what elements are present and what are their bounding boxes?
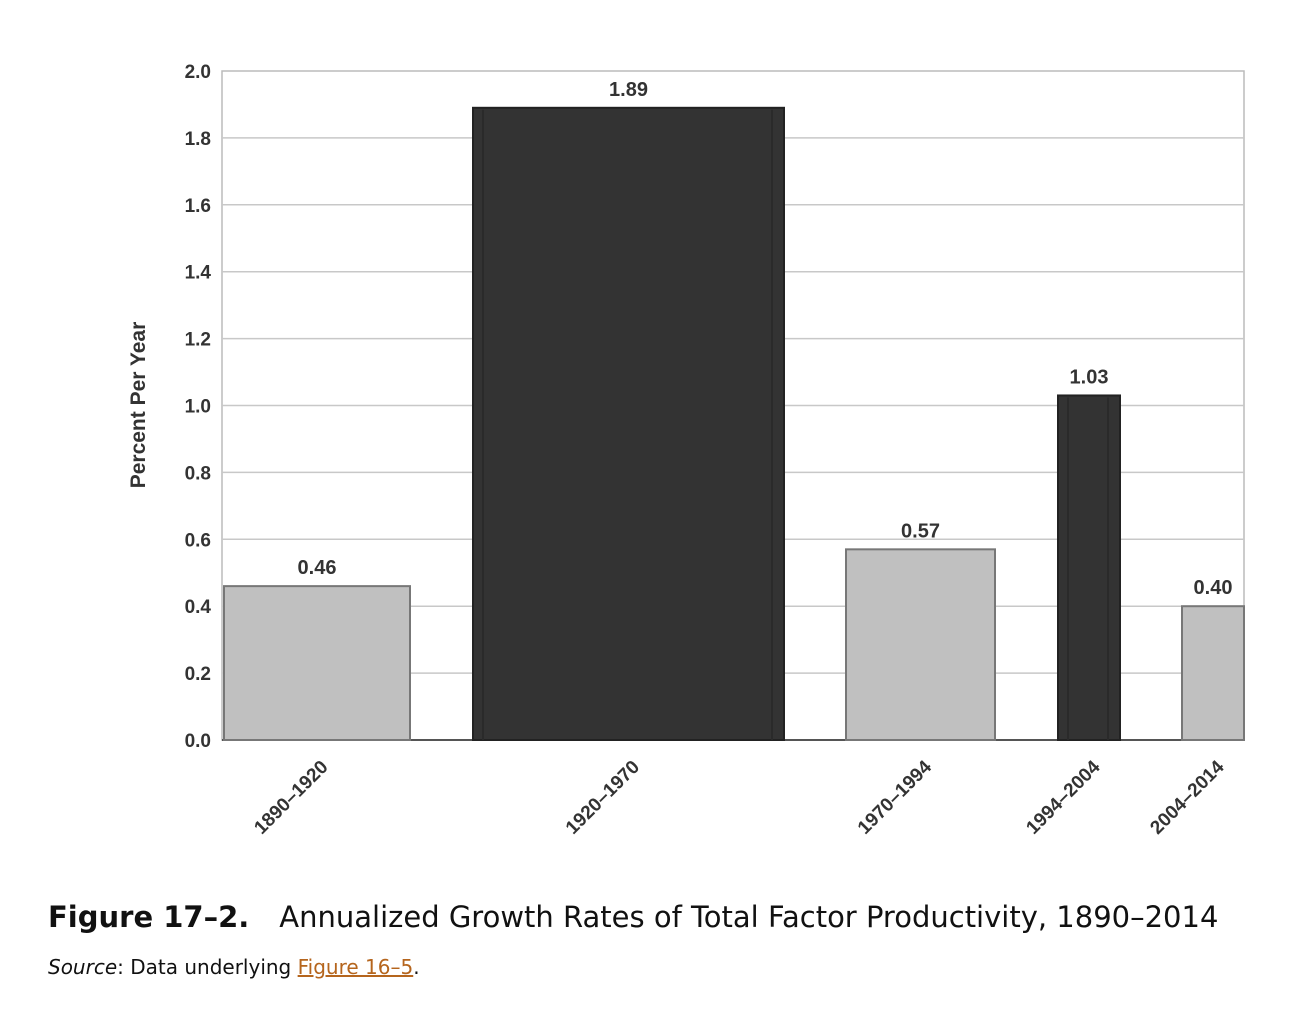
- figure-link[interactable]: Figure 16–5: [297, 955, 414, 979]
- y-tick-label: 0.0: [185, 731, 211, 752]
- bar: [223, 585, 411, 741]
- x-tick-label: 1994–2004: [1022, 756, 1104, 838]
- y-tick-label: 0.6: [185, 530, 211, 551]
- x-tick-label: 1970–1994: [854, 756, 936, 838]
- bar: [845, 548, 996, 742]
- source-separator: :: [117, 955, 124, 979]
- y-axis-ticks: 0.0 0.2 0.4 0.6 0.8 1.0 1.2 1.4 1.6 1.8 2.0: [185, 62, 212, 752]
- data-label: 1.03: [1070, 366, 1109, 388]
- y-tick-label: 2.0: [185, 62, 211, 83]
- source-label: Source: [48, 955, 118, 979]
- figure-number: Figure 17–2.: [48, 900, 250, 934]
- x-tick-label: 1890–1920: [250, 757, 332, 839]
- source-text: Data underlying: [123, 955, 298, 979]
- x-tick-label: 1920–1970: [562, 757, 644, 839]
- bar: [1181, 605, 1245, 742]
- y-axis-label: Percent Per Year: [127, 322, 150, 489]
- y-tick-label: 0.2: [185, 664, 211, 685]
- bars: [223, 106, 1245, 742]
- y-tick-label: 0.8: [185, 463, 211, 484]
- data-labels: 0.46 1.89 0.57 1.03 0.40: [298, 79, 1233, 599]
- y-tick-label: 1.2: [185, 330, 211, 351]
- source-end: .: [413, 955, 420, 979]
- data-label: 0.40: [1194, 577, 1233, 599]
- figure-caption: Figure 17–2. Annualized Growth Rates of T…: [48, 900, 1218, 934]
- y-tick-label: 1.0: [185, 397, 211, 418]
- y-tick-label: 1.8: [185, 129, 211, 150]
- x-axis-ticks: 1890–1920 1920–1970 1970–1994 1994–2004 2004…: [250, 756, 1228, 838]
- bar-chart: 0.0 0.2 0.4 0.6 0.8 1.0 1.2 1.4 1.6 1.8 2.0 1890–1…: [127, 62, 1245, 839]
- data-label: 0.46: [298, 557, 337, 579]
- figure-title: Annualized Growth Rates of Total Factor …: [279, 900, 1219, 934]
- bar: [472, 106, 785, 742]
- y-tick-label: 1.6: [185, 196, 211, 217]
- data-label: 1.89: [609, 79, 648, 101]
- source-note: Source: Data underlying Figure 16–5.: [48, 955, 420, 979]
- data-label: 0.57: [901, 520, 940, 542]
- y-tick-label: 0.4: [185, 597, 212, 618]
- y-tick-label: 1.4: [185, 263, 212, 284]
- x-tick-label: 2004–2014: [1146, 756, 1228, 838]
